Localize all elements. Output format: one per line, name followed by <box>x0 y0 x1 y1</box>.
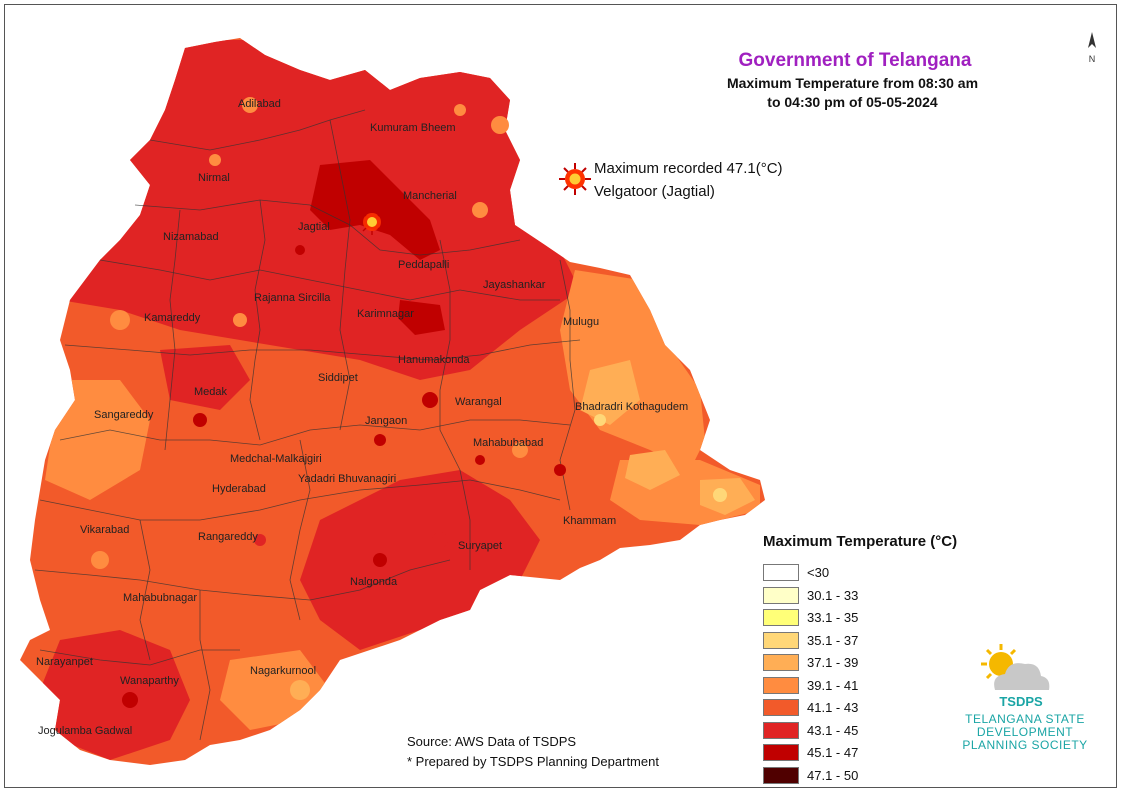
legend-label: 33.1 - 35 <box>807 610 859 625</box>
label-khammam: Khammam <box>563 515 616 527</box>
label-peddapalli: Peddapalli <box>398 259 449 271</box>
logo-line3: PLANNING SOCIETY <box>962 738 1088 752</box>
district-labels: Adilabad Kumuram Bheem Nirmal Mancherial… <box>36 98 688 737</box>
zone-43-45-medak <box>160 345 250 410</box>
sun-burst-icon <box>559 163 591 195</box>
label-yadadri: Yadadri Bhuvanagiri <box>298 473 396 485</box>
label-kumuram-bheem: Kumuram Bheem <box>370 122 456 134</box>
max-location-marker <box>359 209 385 235</box>
tsdps-logo: TSDPS TELANGANA STATE DEVELOPMENT PLANNI… <box>955 640 1095 765</box>
label-vikarabad: Vikarabad <box>80 524 129 536</box>
map-subtitle: Maximum Temperature from 08:30 am to 04:… <box>680 74 1025 112</box>
subtitle-line1: Maximum Temperature from 08:30 am <box>726 75 979 91</box>
sun-cloud-icon: TSDPS <box>981 644 1050 709</box>
legend-swatch <box>763 699 799 716</box>
logo-line2: DEVELOPMENT <box>976 725 1074 739</box>
label-suryapet: Suryapet <box>458 540 502 552</box>
label-bhadradri: Bhadradri Kothagudem <box>575 401 688 413</box>
label-nirmal: Nirmal <box>198 172 230 184</box>
legend-label: 30.1 - 33 <box>807 587 859 603</box>
legend-title: Maximum Temperature (°C) <box>763 533 958 550</box>
logo-line1: TELANGANA STATE <box>965 712 1085 726</box>
label-rangareddy: Rangareddy <box>198 531 258 543</box>
label-sangareddy: Sangareddy <box>94 409 154 421</box>
source-line2: * Prepared by TSDPS Planning Department <box>407 754 659 769</box>
label-jangaon: Jangaon <box>365 415 407 427</box>
legend-label: 35.1 - 37 <box>807 632 859 648</box>
label-warangal: Warangal <box>455 396 502 408</box>
legend-label: 45.1 - 47 <box>807 745 859 760</box>
zone-45-47-karimnagar <box>398 300 445 335</box>
label-medchal: Medchal-Malkajgiri <box>230 453 322 465</box>
label-adilabad: Adilabad <box>238 98 281 110</box>
source-note: Source: AWS Data of TSDPS * Prepared by … <box>407 732 659 772</box>
legend-label: 43.1 - 45 <box>807 722 859 738</box>
label-mulugu: Mulugu <box>563 316 599 328</box>
label-kamareddy: Kamareddy <box>144 312 201 324</box>
zone-43-45-southwest <box>40 630 190 760</box>
label-karimnagar: Karimnagar <box>357 308 414 320</box>
legend-label: <30 <box>807 565 830 580</box>
district-boundaries <box>34 109 581 741</box>
svg-text:N: N <box>1089 54 1096 64</box>
legend-swatch <box>763 609 799 626</box>
zone-37-39-khammam-east <box>700 478 755 515</box>
legend-swatch <box>763 744 799 761</box>
label-medak: Medak <box>194 386 228 398</box>
label-wanaparthy: Wanaparthy <box>120 675 179 687</box>
legend-swatch <box>763 564 799 581</box>
legend-swatch <box>763 631 799 649</box>
label-jayashankar: Jayashankar <box>483 279 546 291</box>
label-mahabubnagar: Mahabubnagar <box>123 592 197 604</box>
zone-37-39-east-edge <box>625 450 680 490</box>
legend-label: 41.1 - 43 <box>807 700 859 715</box>
label-siddipet: Siddipet <box>318 372 358 384</box>
legend-swatch <box>763 654 799 671</box>
subtitle-line2: to 04:30 pm of 05-05-2024 <box>767 94 938 110</box>
hot-spots <box>91 97 727 708</box>
page-title: Government of Telangana <box>738 50 972 71</box>
legend-swatch <box>763 676 799 694</box>
logo-text: TELANGANA STATE DEVELOPMENT PLANNING SOC… <box>955 713 1095 752</box>
zone-43-45-nalgonda <box>300 470 540 650</box>
label-nagarkurnool: Nagarkurnool <box>250 665 316 677</box>
map-frame <box>4 4 1117 788</box>
label-nalgonda: Nalgonda <box>350 576 398 588</box>
north-arrow-icon: N <box>1088 32 1096 64</box>
legend-swatch <box>763 721 799 739</box>
logo-short-text: TSDPS <box>999 694 1043 709</box>
zone-39-41-west <box>45 380 150 500</box>
legend-label: 39.1 - 41 <box>807 677 859 693</box>
label-mancherial: Mancherial <box>403 190 457 202</box>
source-line1: Source: AWS Data of TSDPS <box>407 734 577 749</box>
label-nizamabad: Nizamabad <box>163 231 219 243</box>
label-mahabubabad: Mahabubabad <box>473 437 543 449</box>
legend-label: 47.1 - 50 <box>807 767 859 783</box>
max-note-line1: Maximum recorded 47.1(°C) <box>594 160 783 177</box>
label-hyderabad: Hyderabad <box>212 483 266 495</box>
label-narayanpet: Narayanpet <box>36 656 93 668</box>
legend-swatch <box>763 766 799 784</box>
label-hanumakonda: Hanumakonda <box>398 354 470 366</box>
zone-37-39-bhadradri <box>580 360 640 425</box>
legend-swatch <box>763 586 799 604</box>
label-jogulamba: Jogulamba Gadwal <box>38 725 132 737</box>
legend-label: 37.1 - 39 <box>807 655 859 670</box>
label-rajanna-sircilla: Rajanna Sircilla <box>254 292 331 304</box>
zone-45-47-jagtial <box>310 160 440 260</box>
max-note-line2: Velgatoor (Jagtial) <box>594 183 715 200</box>
label-jagtial: Jagtial <box>298 221 330 233</box>
